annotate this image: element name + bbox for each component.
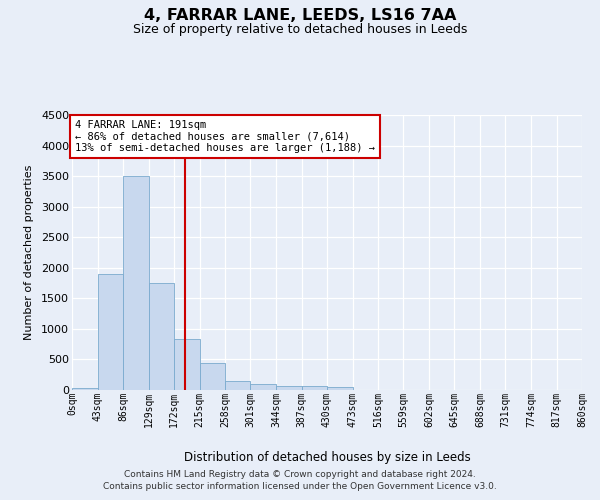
Bar bbox=[251, 384, 276, 390]
Text: Contains public sector information licensed under the Open Government Licence v3: Contains public sector information licen… bbox=[103, 482, 497, 491]
Text: Distribution of detached houses by size in Leeds: Distribution of detached houses by size … bbox=[184, 451, 470, 464]
Bar bbox=[199, 362, 225, 390]
Bar bbox=[174, 340, 199, 390]
Text: Size of property relative to detached houses in Leeds: Size of property relative to detached ho… bbox=[133, 22, 467, 36]
Text: 4, FARRAR LANE, LEEDS, LS16 7AA: 4, FARRAR LANE, LEEDS, LS16 7AA bbox=[144, 8, 456, 22]
Bar bbox=[97, 274, 123, 390]
Y-axis label: Number of detached properties: Number of detached properties bbox=[24, 165, 34, 340]
Bar bbox=[276, 386, 302, 390]
Bar bbox=[327, 387, 353, 390]
Text: Contains HM Land Registry data © Crown copyright and database right 2024.: Contains HM Land Registry data © Crown c… bbox=[124, 470, 476, 479]
Bar bbox=[225, 380, 251, 390]
Bar bbox=[149, 283, 174, 390]
Bar bbox=[72, 388, 97, 390]
Bar bbox=[123, 176, 149, 390]
Text: 4 FARRAR LANE: 191sqm
← 86% of detached houses are smaller (7,614)
13% of semi-d: 4 FARRAR LANE: 191sqm ← 86% of detached … bbox=[75, 120, 375, 153]
Bar bbox=[302, 386, 327, 390]
